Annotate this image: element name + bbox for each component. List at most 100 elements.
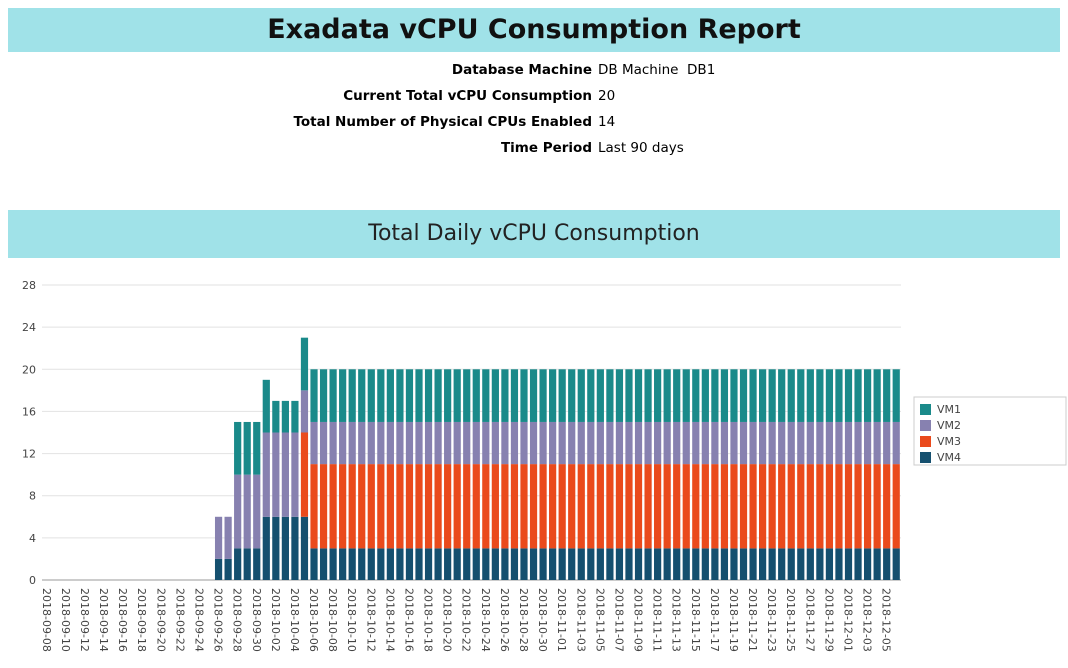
bar-segment bbox=[797, 548, 805, 580]
bar-segment bbox=[291, 400, 299, 433]
x-tick-label: 2018-11-03 bbox=[574, 588, 587, 652]
bar-segment bbox=[310, 369, 318, 422]
bar-segment bbox=[854, 548, 862, 580]
bar-segment bbox=[816, 421, 824, 465]
bar-segment bbox=[482, 548, 490, 580]
bar-segment bbox=[692, 464, 700, 549]
x-tick-label: 2018-09-30 bbox=[250, 588, 263, 652]
bar-segment bbox=[587, 369, 595, 422]
bar-segment bbox=[596, 464, 604, 549]
bar-segment bbox=[711, 369, 719, 422]
y-tick-label: 16 bbox=[22, 405, 36, 418]
bar-segment bbox=[663, 548, 671, 580]
bar-segment bbox=[501, 464, 509, 549]
bar-segment bbox=[377, 421, 385, 465]
y-tick-label: 24 bbox=[22, 321, 36, 334]
bar-segment bbox=[501, 548, 509, 580]
bar-segment bbox=[444, 548, 452, 580]
bar-segment bbox=[482, 369, 490, 422]
x-tick-label: 2018-11-21 bbox=[746, 588, 759, 652]
field-value: Last 90 days bbox=[598, 140, 684, 156]
bar-segment bbox=[596, 421, 604, 465]
bar-segment bbox=[405, 421, 414, 465]
bar-segment bbox=[262, 516, 270, 580]
x-tick-label: 2018-10-22 bbox=[460, 588, 473, 652]
bar-segment bbox=[654, 421, 662, 465]
bar-segment bbox=[711, 421, 719, 465]
bar-segment bbox=[577, 548, 585, 580]
bar-segment bbox=[825, 464, 834, 549]
x-tick-label: 2018-10-16 bbox=[402, 588, 415, 652]
x-tick-label: 2018-11-23 bbox=[765, 588, 778, 652]
bar-segment bbox=[339, 464, 347, 549]
y-tick-label: 0 bbox=[29, 574, 36, 587]
bar-segment bbox=[424, 464, 433, 549]
x-tick-label: 2018-10-14 bbox=[383, 588, 396, 652]
bar-segment bbox=[654, 464, 662, 549]
bar-segment bbox=[253, 421, 261, 475]
bar-segment bbox=[787, 464, 795, 549]
bar-segment bbox=[863, 421, 872, 465]
bar-segment bbox=[300, 390, 309, 433]
bar-segment bbox=[825, 369, 834, 422]
bar-segment bbox=[720, 464, 729, 549]
bar-segment bbox=[797, 464, 805, 549]
bar-segment bbox=[339, 548, 347, 580]
field: Database Machine DB Machine DB1 bbox=[0, 57, 1068, 83]
bar-segment bbox=[529, 464, 538, 549]
bar-segment bbox=[692, 421, 700, 465]
bar-segment bbox=[558, 369, 566, 422]
y-tick-label: 8 bbox=[29, 490, 36, 503]
x-tick-label: 2018-11-29 bbox=[822, 588, 835, 652]
bar-segment bbox=[539, 369, 547, 422]
field-label: Current Total vCPU Consumption bbox=[343, 88, 592, 104]
bar-segment bbox=[300, 516, 309, 580]
bar-segment bbox=[377, 548, 385, 580]
bar-segment bbox=[348, 548, 356, 580]
legend-label: VM1 bbox=[937, 403, 961, 416]
x-tick-label: 2018-11-15 bbox=[689, 588, 702, 652]
bar-segment bbox=[749, 421, 757, 465]
bar-segment bbox=[415, 369, 423, 422]
x-tick-label: 2018-11-11 bbox=[651, 588, 664, 652]
bar-segment bbox=[329, 369, 337, 422]
bar-segment bbox=[863, 548, 872, 580]
bar-segment bbox=[453, 464, 461, 549]
bar-segment bbox=[854, 464, 862, 549]
x-tick-label: 2018-11-09 bbox=[632, 588, 645, 652]
field-label: Total Number of Physical CPUs Enabled bbox=[293, 114, 592, 130]
x-tick-label: 2018-09-12 bbox=[78, 588, 91, 652]
bar-segment bbox=[568, 548, 576, 580]
bar-segment bbox=[444, 421, 452, 465]
bar-segment bbox=[854, 421, 862, 465]
bar-segment bbox=[768, 369, 776, 422]
bar-segment bbox=[739, 548, 748, 580]
bar-segment bbox=[778, 548, 786, 580]
bar-segment bbox=[720, 548, 729, 580]
bar-segment bbox=[844, 464, 853, 549]
x-tick-label: 2018-09-16 bbox=[116, 588, 129, 652]
x-tick-label: 2018-11-17 bbox=[708, 588, 721, 652]
legend-swatch bbox=[920, 420, 931, 431]
x-tick-label: 2018-09-20 bbox=[154, 588, 167, 652]
bar-segment bbox=[806, 548, 814, 580]
bar-segment bbox=[644, 548, 652, 580]
bar-segment bbox=[873, 548, 881, 580]
bar-segment bbox=[778, 464, 786, 549]
bar-segment bbox=[682, 369, 690, 422]
bar-segment bbox=[806, 421, 814, 465]
y-tick-label: 28 bbox=[22, 279, 36, 292]
x-tick-label: 2018-10-24 bbox=[479, 588, 492, 652]
bar-segment bbox=[463, 464, 471, 549]
bar-segment bbox=[405, 548, 414, 580]
bar-segment bbox=[863, 464, 872, 549]
bar-segment bbox=[606, 464, 614, 549]
bar-segment bbox=[491, 548, 499, 580]
bar-segment bbox=[711, 464, 719, 549]
bar-segment bbox=[873, 464, 881, 549]
field-label: Database Machine bbox=[451, 62, 592, 78]
bar-segment bbox=[892, 421, 900, 465]
bar-segment bbox=[816, 464, 824, 549]
bar-segment bbox=[243, 421, 251, 475]
bar-segment bbox=[386, 369, 394, 422]
